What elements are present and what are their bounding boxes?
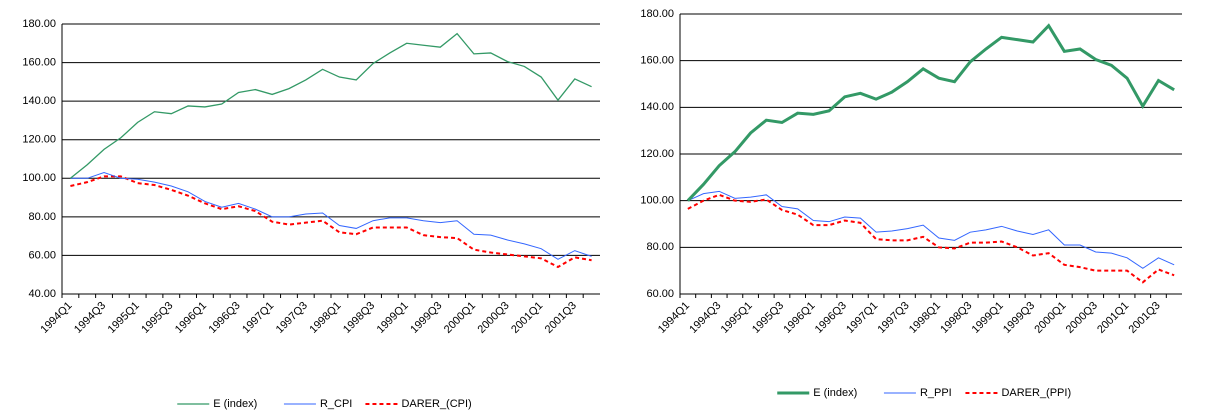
legend-label: E (index) — [813, 387, 857, 399]
x-tick-label: 1995Q1 — [106, 300, 142, 336]
x-tick-label: 2001Q1 — [1095, 300, 1131, 336]
x-tick-label: 1996Q3 — [207, 300, 243, 336]
y-tick-label: 60.00 — [646, 288, 674, 300]
y-tick-label: 60.00 — [28, 249, 56, 261]
x-tick-label: 1994Q3 — [72, 300, 108, 336]
x-tick-label: 1999Q3 — [408, 300, 444, 336]
x-tick-label: 2000Q1 — [442, 300, 478, 336]
y-tick-label: 180.00 — [22, 18, 56, 30]
series-line — [70, 171, 592, 260]
x-tick-label: 1995Q1 — [719, 300, 755, 336]
series-line — [70, 175, 592, 269]
x-tick-label: 1996Q1 — [781, 300, 817, 336]
y-tick-label: 100.00 — [22, 172, 56, 184]
legend-label: R_PPI — [920, 387, 952, 399]
x-tick-label: 1994Q1 — [38, 300, 74, 336]
x-tick-label: 1994Q3 — [687, 300, 723, 336]
y-tick-label: 140.00 — [22, 95, 56, 107]
x-tick-label: 1997Q3 — [875, 300, 911, 336]
x-tick-label: 1999Q1 — [375, 300, 411, 336]
x-tick-label: 2000Q1 — [1032, 300, 1068, 336]
series-line — [687, 190, 1175, 269]
x-tick-label: 1995Q3 — [139, 300, 175, 336]
x-tick-label: 1994Q1 — [656, 300, 692, 336]
x-tick-label: 1997Q1 — [844, 300, 880, 336]
y-tick-label: 80.00 — [646, 241, 674, 253]
x-tick-label: 1998Q1 — [907, 300, 943, 336]
x-tick-label: 2000Q3 — [1064, 300, 1100, 336]
y-tick-label: 40.00 — [28, 288, 56, 300]
x-tick-label: 1996Q3 — [813, 300, 849, 336]
x-tick-label: 1996Q1 — [173, 300, 209, 336]
x-tick-label: 2000Q3 — [476, 300, 512, 336]
y-tick-label: 120.00 — [22, 134, 56, 146]
x-tick-label: 2001Q3 — [543, 300, 579, 336]
y-tick-label: 140.00 — [640, 101, 674, 113]
y-tick-label: 120.00 — [640, 148, 674, 160]
legend-label: R_CPI — [320, 398, 352, 410]
legend-label: E (index) — [213, 398, 257, 410]
x-tick-label: 1997Q3 — [274, 300, 310, 336]
y-tick-label: 160.00 — [640, 55, 674, 67]
x-tick-label: 1998Q3 — [938, 300, 974, 336]
y-tick-label: 80.00 — [28, 211, 56, 223]
x-tick-label: 1999Q1 — [970, 300, 1006, 336]
legend-label: DARER_(CPI) — [401, 398, 471, 410]
y-tick-label: 160.00 — [22, 56, 56, 68]
x-tick-label: 1999Q3 — [1001, 300, 1037, 336]
x-tick-label: 1995Q3 — [750, 300, 786, 336]
x-tick-label: 1997Q1 — [240, 300, 276, 336]
y-tick-label: 100.00 — [640, 195, 674, 207]
x-tick-label: 2001Q1 — [509, 300, 545, 336]
series-line — [70, 32, 592, 179]
legend-label: DARER_(PPI) — [1001, 387, 1071, 399]
x-tick-label: 2001Q3 — [1126, 300, 1162, 336]
x-tick-label: 1998Q3 — [341, 300, 377, 336]
series-line — [687, 193, 1175, 284]
series-line — [686, 23, 1175, 202]
y-tick-label: 180.00 — [640, 8, 674, 20]
x-tick-label: 1998Q1 — [307, 300, 343, 336]
